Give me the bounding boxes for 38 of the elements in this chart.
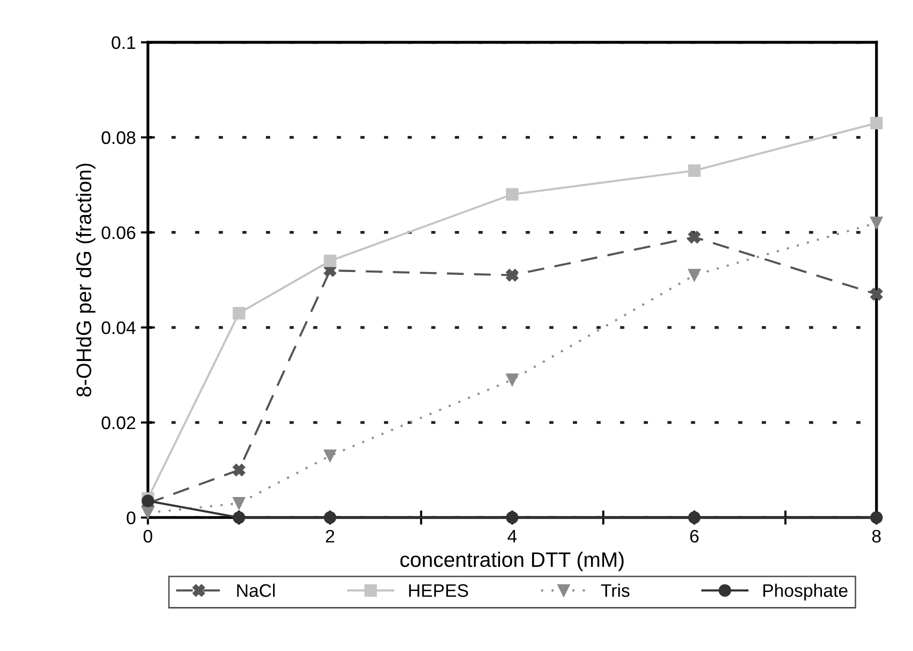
point bbox=[688, 230, 701, 244]
point bbox=[870, 288, 883, 300]
point bbox=[870, 511, 883, 524]
point bbox=[506, 373, 518, 386]
point bbox=[688, 164, 701, 177]
legend-label: NaCl bbox=[237, 584, 275, 597]
x-tick-label: 0 bbox=[144, 530, 152, 543]
point bbox=[142, 494, 154, 508]
point bbox=[870, 116, 883, 130]
legend-label: Phosphate bbox=[763, 584, 848, 601]
point bbox=[506, 268, 518, 282]
point bbox=[232, 464, 246, 476]
point bbox=[142, 506, 154, 520]
point bbox=[688, 268, 701, 282]
y-axis-title: 8-OHdG per dG (fraction) bbox=[76, 164, 96, 397]
y-tick-label: 0.06 bbox=[102, 226, 136, 240]
point bbox=[232, 497, 246, 510]
point bbox=[324, 511, 336, 524]
point bbox=[506, 188, 518, 201]
point bbox=[324, 254, 336, 268]
point bbox=[870, 216, 883, 230]
point bbox=[232, 306, 246, 320]
point bbox=[506, 511, 518, 524]
point bbox=[688, 511, 701, 524]
point bbox=[324, 450, 336, 462]
x-axis-title: concentration DTT (mM) bbox=[400, 552, 624, 572]
x-tick-label: 6 bbox=[690, 530, 699, 543]
x-tick-label: 4 bbox=[508, 530, 517, 542]
y-tick-label: 0 bbox=[126, 511, 136, 524]
y-tick-label: 0.04 bbox=[102, 321, 136, 334]
point bbox=[232, 511, 246, 524]
y-tick-label: 0.1 bbox=[112, 36, 136, 50]
legend-label: Tris bbox=[601, 584, 630, 597]
y-tick-label: 0.02 bbox=[102, 416, 136, 430]
legend-label: HEPES bbox=[409, 584, 468, 597]
x-tick-label: 8 bbox=[872, 530, 881, 543]
y-tick-label: 0.08 bbox=[102, 131, 136, 144]
x-tick-label: 2 bbox=[326, 530, 334, 542]
